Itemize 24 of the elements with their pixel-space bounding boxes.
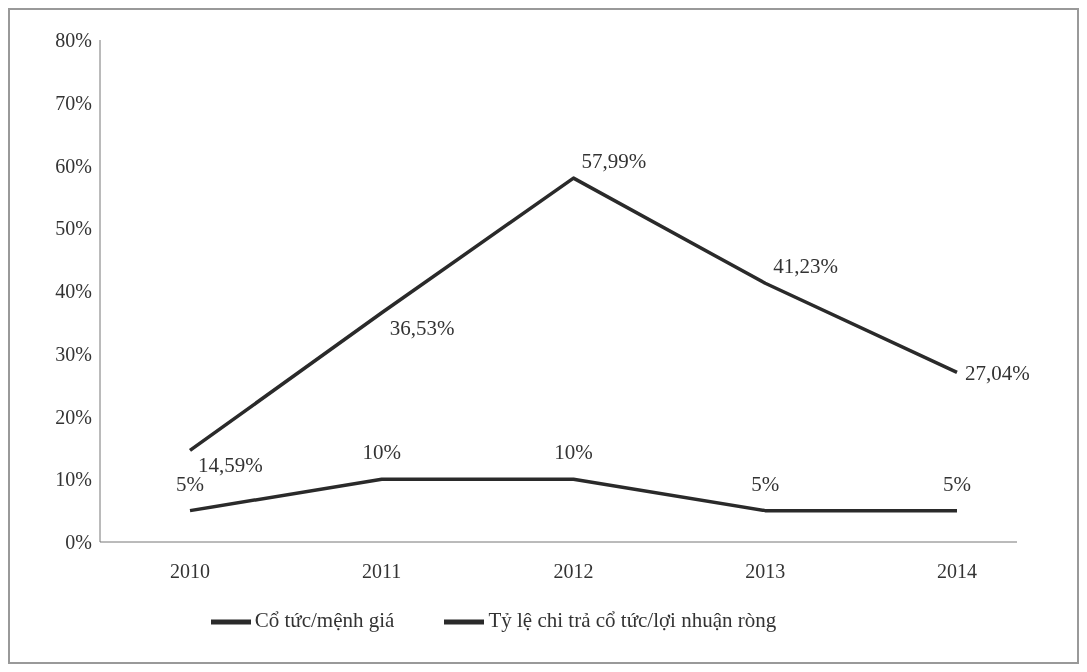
legend-label: Tỷ lệ chi trả cổ tức/lợi nhuận ròng — [488, 607, 777, 632]
y-tick-label: 0% — [65, 531, 92, 554]
y-tick-label: 70% — [55, 91, 92, 114]
data-label: 5% — [943, 471, 971, 496]
y-tick-label: 10% — [55, 468, 92, 491]
x-tick-label: 2010 — [170, 560, 210, 583]
y-tick-label: 50% — [55, 217, 92, 240]
data-label: 5% — [751, 471, 780, 496]
legend-label: Cổ tức/mệnh giá — [254, 607, 395, 632]
data-label: 36,53% — [389, 315, 455, 340]
x-tick-label: 2014 — [937, 560, 977, 583]
data-label: 10% — [554, 440, 593, 465]
y-tick-label: 30% — [55, 342, 92, 365]
data-label: 10% — [362, 440, 401, 465]
data-label: 57,99% — [581, 149, 647, 174]
x-tick-label: 2012 — [553, 560, 594, 583]
y-tick-label: 80% — [55, 29, 92, 52]
y-tick-label: 60% — [55, 154, 92, 177]
y-tick-label: 40% — [55, 280, 92, 303]
y-tick-label: 20% — [55, 405, 92, 428]
data-label: 27,04% — [965, 361, 1030, 386]
x-tick-label: 2011 — [362, 560, 402, 583]
x-tick-label: 2013 — [745, 560, 786, 583]
data-label: 41,23% — [773, 254, 838, 279]
